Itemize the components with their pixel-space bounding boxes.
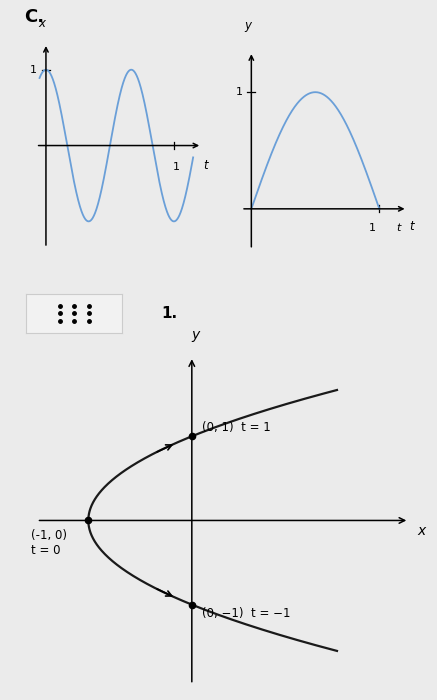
- Text: 1: 1: [236, 88, 243, 97]
- Text: x: x: [38, 18, 45, 30]
- Text: 1: 1: [30, 64, 37, 75]
- Text: (0, 1)  t = 1: (0, 1) t = 1: [202, 421, 271, 434]
- Text: y: y: [244, 18, 251, 32]
- Text: y: y: [192, 328, 200, 342]
- Text: 1.: 1.: [162, 306, 178, 321]
- Text: (-1, 0)
t = 0: (-1, 0) t = 0: [31, 529, 67, 557]
- Text: (0, −1)  t = −1: (0, −1) t = −1: [202, 607, 291, 620]
- Text: x: x: [417, 524, 426, 538]
- Text: t: t: [396, 223, 400, 233]
- Text: 1: 1: [368, 223, 375, 233]
- Text: C.: C.: [24, 8, 44, 27]
- Text: 1: 1: [173, 162, 180, 172]
- Text: t: t: [409, 220, 414, 234]
- Text: t: t: [204, 159, 208, 172]
